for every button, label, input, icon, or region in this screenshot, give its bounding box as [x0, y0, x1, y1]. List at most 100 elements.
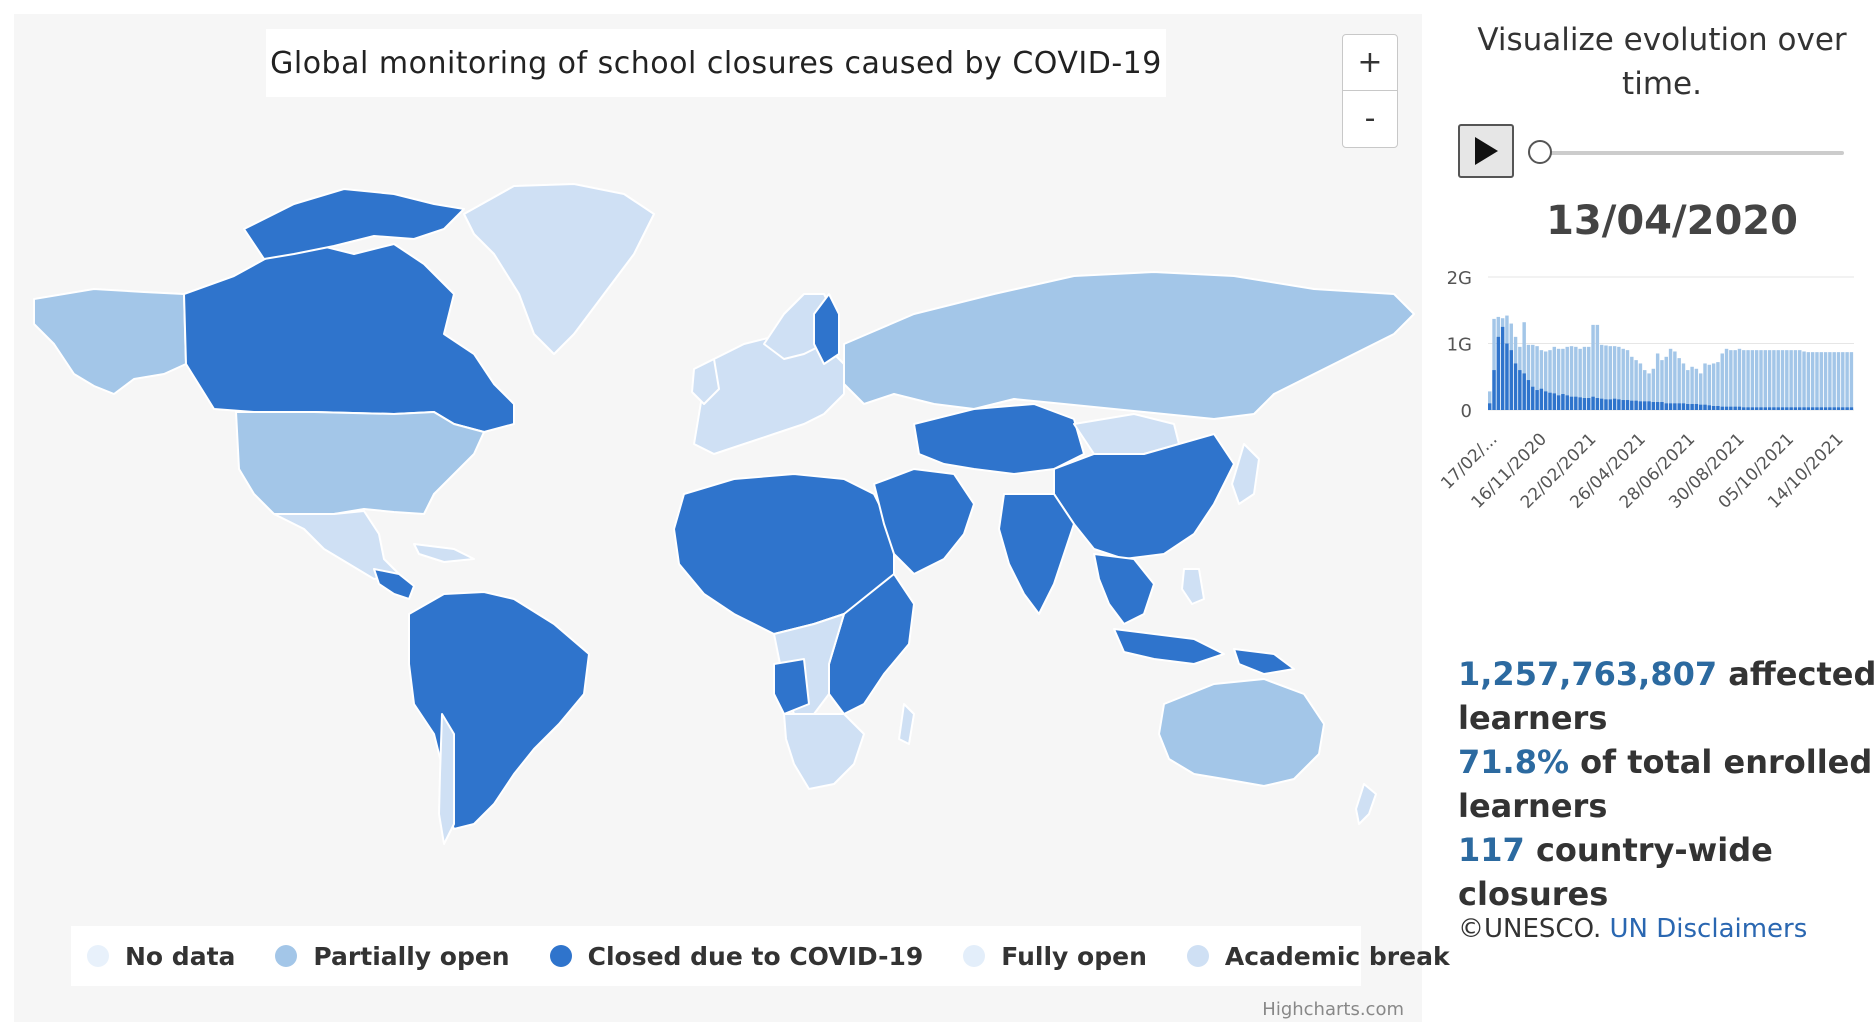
region-central-asia[interactable]	[913, 403, 1085, 475]
timeline-bar[interactable]	[1802, 407, 1806, 410]
timeline-bar[interactable]	[1815, 407, 1819, 410]
timeline-bar[interactable]	[1694, 404, 1699, 410]
timeline-bar[interactable]	[1552, 346, 1557, 410]
timeline-bar[interactable]	[1599, 398, 1604, 410]
timeline-bar[interactable]	[1841, 352, 1845, 410]
timeline-bar[interactable]	[1673, 403, 1677, 410]
region-new-zealand[interactable]	[1355, 783, 1377, 825]
timeline-bar[interactable]	[1789, 407, 1793, 410]
region-angola[interactable]	[773, 658, 810, 715]
zoom-in-button[interactable]: +	[1343, 35, 1397, 91]
timeline-bar[interactable]	[1556, 348, 1561, 410]
timeline-bar[interactable]	[1776, 350, 1780, 410]
timeline-bar[interactable]	[1638, 401, 1643, 410]
timeline-bar[interactable]	[1759, 350, 1763, 410]
timeline-bar[interactable]	[1750, 350, 1755, 410]
timeline-bar[interactable]	[1828, 352, 1832, 410]
timeline-bar[interactable]	[1621, 400, 1625, 410]
timeline-bar[interactable]	[1832, 407, 1836, 410]
time-slider-track[interactable]	[1528, 151, 1844, 155]
timeline-bar[interactable]	[1810, 407, 1815, 410]
timeline-bar[interactable]	[1793, 407, 1798, 410]
region-russia[interactable]	[843, 271, 1415, 420]
timeline-bar[interactable]	[1643, 370, 1647, 410]
timeline-bar[interactable]	[1836, 407, 1841, 410]
timeline-bar[interactable]	[1707, 364, 1712, 410]
region-alaska[interactable]	[33, 288, 187, 395]
timeline-bar[interactable]	[1836, 352, 1841, 410]
timeline-bar[interactable]	[1634, 360, 1638, 411]
region-south-america[interactable]	[408, 591, 590, 830]
timeline-bar[interactable]	[1673, 351, 1677, 410]
timeline-bar[interactable]	[1845, 352, 1849, 410]
timeline-bar[interactable]	[1660, 402, 1664, 410]
timeline-bar[interactable]	[1823, 407, 1828, 410]
timeline-bar[interactable]	[1522, 373, 1526, 410]
timeline-bar[interactable]	[1698, 373, 1703, 410]
timeline-bar[interactable]	[1798, 350, 1802, 410]
region-png[interactable]	[1233, 648, 1295, 675]
timeline-bar[interactable]	[1552, 393, 1557, 411]
timeline-bar[interactable]	[1608, 346, 1612, 410]
timeline-bar[interactable]	[1526, 380, 1531, 410]
timeline-bar[interactable]	[1716, 362, 1720, 410]
timeline-bar[interactable]	[1789, 350, 1793, 410]
timeline-bar[interactable]	[1703, 404, 1707, 410]
timeline-bar[interactable]	[1690, 366, 1694, 410]
timeline-bar[interactable]	[1513, 363, 1518, 410]
timeline-bar[interactable]	[1819, 352, 1823, 410]
region-africa-south[interactable]	[783, 713, 865, 790]
timeline-bar[interactable]	[1802, 351, 1806, 410]
timeline-bar[interactable]	[1686, 404, 1690, 410]
timeline-bar[interactable]	[1750, 407, 1755, 410]
timeline-bar[interactable]	[1569, 346, 1574, 410]
timeline-bar[interactable]	[1823, 352, 1828, 410]
region-philippines[interactable]	[1181, 568, 1205, 605]
timeline-bar[interactable]	[1647, 373, 1651, 410]
timeline-bar[interactable]	[1849, 407, 1854, 410]
timeline-bar[interactable]	[1608, 399, 1612, 410]
timeline-bar[interactable]	[1716, 406, 1720, 410]
region-greenland[interactable]	[463, 183, 655, 355]
timeline-bar[interactable]	[1763, 407, 1768, 410]
timeline-bar[interactable]	[1664, 356, 1668, 410]
timeline-bar[interactable]	[1772, 407, 1776, 410]
timeline-bar[interactable]	[1591, 396, 1595, 410]
timeline-bar[interactable]	[1565, 346, 1569, 410]
time-slider-handle[interactable]	[1528, 140, 1552, 164]
timeline-bar[interactable]	[1655, 353, 1660, 410]
timeline-bar[interactable]	[1733, 406, 1737, 410]
timeline-bar[interactable]	[1651, 402, 1656, 410]
region-india[interactable]	[998, 493, 1075, 615]
region-indonesia[interactable]	[1113, 628, 1225, 665]
region-mexico[interactable]	[273, 510, 400, 580]
timeline-bar[interactable]	[1638, 363, 1643, 410]
timeline-bar[interactable]	[1617, 399, 1621, 410]
timeline-bar[interactable]	[1815, 352, 1819, 410]
timeline-bar[interactable]	[1776, 407, 1780, 410]
timeline-bar[interactable]	[1518, 370, 1522, 410]
timeline-bar[interactable]	[1531, 344, 1535, 410]
timeline-bar[interactable]	[1729, 350, 1733, 410]
legend-item-closed[interactable]: Closed due to COVID-19	[549, 942, 923, 971]
timeline-bar[interactable]	[1535, 346, 1539, 410]
timeline-bar[interactable]	[1690, 404, 1694, 410]
timeline-bar[interactable]	[1587, 346, 1591, 410]
timeline-bar[interactable]	[1582, 398, 1587, 410]
timeline-bar[interactable]	[1849, 352, 1854, 410]
timeline-bar[interactable]	[1630, 356, 1634, 410]
region-usa[interactable]	[235, 411, 485, 520]
legend-item-no-data[interactable]: No data	[87, 942, 235, 971]
timeline-bar[interactable]	[1720, 353, 1724, 410]
region-uk[interactable]	[691, 358, 720, 405]
timeline-bar[interactable]	[1604, 399, 1608, 410]
region-australia[interactable]	[1158, 678, 1325, 787]
timeline-bar[interactable]	[1711, 363, 1716, 410]
play-button[interactable]	[1458, 124, 1514, 178]
timeline-bar[interactable]	[1655, 402, 1660, 410]
timeline-bar[interactable]	[1612, 346, 1617, 410]
timeline-bar[interactable]	[1832, 352, 1836, 410]
timeline-bar[interactable]	[1556, 395, 1561, 410]
timeline-bar[interactable]	[1595, 324, 1600, 410]
timeline-bar[interactable]	[1543, 351, 1548, 410]
